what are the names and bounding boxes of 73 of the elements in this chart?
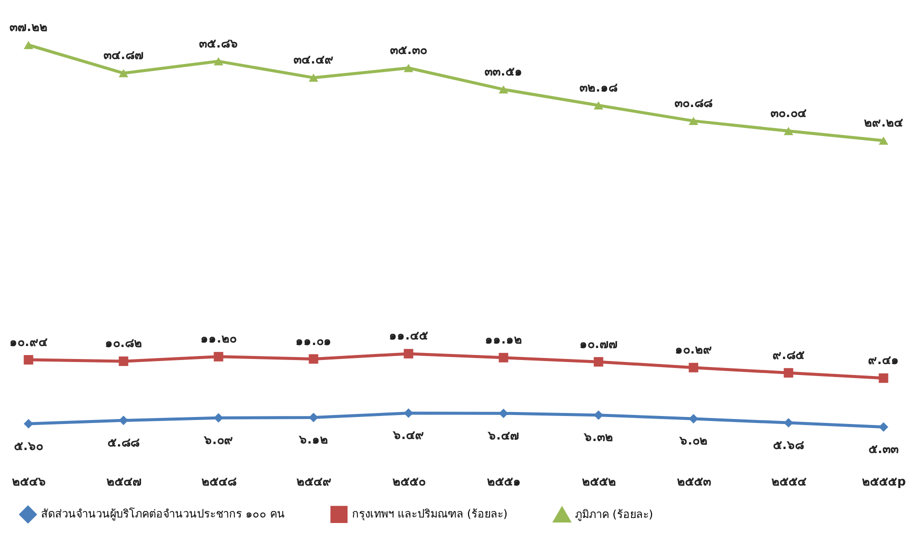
point — [404, 64, 414, 72]
point — [118, 69, 128, 78]
data-label: ๑๐.๒๙ — [675, 342, 712, 357]
point — [214, 413, 224, 423]
data-label: ๙.๔๑ — [868, 353, 899, 368]
legend-label: สัดส่วนจำนวนผู้บริโภคต่อจำนวนประชากร ๑๐๐ คน — [41, 506, 285, 520]
point — [784, 418, 794, 428]
data-label: ๙.๘๕ — [772, 348, 804, 362]
data-label: ๕.๖๘ — [773, 438, 804, 452]
point — [498, 85, 508, 94]
x-tick-label: ๒๕๕๒ — [582, 474, 616, 488]
point — [214, 57, 224, 66]
data-label: ๕.๘๘ — [108, 435, 140, 450]
point — [24, 355, 34, 365]
data-label: ๖.๔๙ — [392, 428, 424, 442]
data-label: ๑๑.๔๕ — [389, 328, 428, 343]
point — [214, 352, 224, 362]
data-label: ๑๐.๗๗ — [580, 336, 618, 351]
point — [594, 357, 604, 367]
point — [308, 354, 318, 364]
data-label: ๑๑.๒๐ — [200, 332, 236, 346]
data-label: ๓๔.๘๗ — [104, 48, 144, 62]
point — [24, 40, 34, 50]
data-label: ๓๐.๐๔ — [770, 106, 806, 120]
data-label: ๑๐.๙๔ — [10, 334, 48, 349]
data-label: ๑๑.๑๒ — [485, 332, 522, 347]
point — [498, 352, 508, 362]
x-tick-label: ๒๕๕๑ — [487, 474, 521, 488]
point — [594, 410, 604, 420]
data-label: ๓๓.๕๑ — [484, 64, 522, 78]
data-label: ๓๔.๔๙ — [294, 52, 334, 67]
point — [118, 416, 128, 426]
point — [878, 136, 888, 145]
x-tick-label: ๒๕๕๔ — [772, 474, 806, 488]
data-label: ๖.๔๗ — [487, 428, 519, 442]
data-label: ๑๐.๘๒ — [105, 336, 142, 350]
point — [784, 368, 794, 378]
data-label: ๖.๐๒ — [678, 434, 708, 448]
point — [404, 408, 414, 418]
data-label: ๕.๓๓ — [868, 442, 898, 456]
point — [594, 101, 604, 110]
data-label: ๓๐.๘๘ — [674, 96, 712, 110]
data-label: ๓๗.๒๒ — [10, 20, 48, 34]
data-label: ๖.๓๒ — [583, 430, 613, 444]
point — [878, 373, 888, 383]
x-tick-label: ๒๕๔๗ — [106, 474, 142, 488]
point — [118, 356, 128, 366]
x-tick-label: ๒๕๔๙ — [296, 474, 332, 488]
x-tick-label: ๒๕๕๓ — [677, 474, 711, 488]
point — [784, 126, 794, 136]
legend-label: กรุงเทพฯ และปริมณฑล (ร้อยละ) — [352, 507, 508, 520]
legend-label: ภูมิภาค (ร้อยละ) — [575, 508, 654, 521]
data-label: ๕.๖๐ — [14, 438, 43, 453]
point — [498, 408, 508, 418]
data-label: ๖.๐๙ — [203, 432, 233, 447]
x-tick-label: ๒๕๕๕p — [862, 474, 906, 488]
point — [688, 362, 698, 372]
data-label: ๒๙.๒๔ — [864, 116, 903, 130]
point — [24, 419, 34, 429]
x-tick-label: ๒๕๔๖ — [12, 474, 46, 488]
data-label: ๓๒.๑๘ — [580, 80, 618, 94]
point — [308, 412, 318, 422]
point — [878, 422, 888, 432]
point — [688, 116, 698, 126]
data-label: ๑๑.๐๑ — [296, 334, 332, 348]
x-tick-label: ๒๕๕๐ — [392, 474, 426, 488]
data-label: ๓๕.๘๖ — [199, 36, 238, 50]
point — [688, 414, 698, 424]
point — [308, 74, 318, 82]
x-tick-label: ๒๕๔๘ — [202, 474, 236, 488]
data-label: ๖.๑๒ — [298, 432, 328, 447]
data-label: ๓๕.๓๐ — [390, 43, 427, 57]
point — [404, 348, 414, 358]
